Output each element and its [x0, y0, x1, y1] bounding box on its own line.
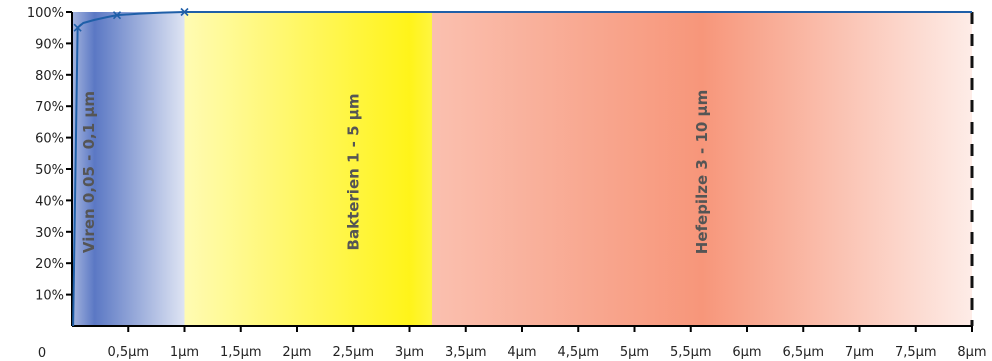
band-rect: [72, 12, 185, 326]
x-tick-label: 7,5µm: [895, 345, 937, 360]
data-point: [112, 11, 122, 20]
x-tick-label: 7µm: [845, 345, 874, 360]
y-tick-label: 90%: [35, 37, 64, 52]
x-tick-label: 0,5µm: [107, 345, 149, 360]
x-tick-label: 3,5µm: [445, 345, 487, 360]
x-tick-label: 5µm: [620, 345, 649, 360]
band-rect: [432, 12, 972, 326]
x-tick-label: 1,5µm: [220, 345, 262, 360]
y-tick-label: 20%: [35, 257, 64, 272]
y-tick-label: 30%: [35, 226, 64, 241]
x-tick-label: 4µm: [507, 345, 536, 360]
bands-layer: [72, 12, 972, 326]
axes: 10% 20% 30% 40% 50% 60% 70% 80% 90% 100% 0,5µm 1µm 1…: [27, 6, 987, 360]
x-tick-label: 1µm: [170, 345, 199, 360]
band-rect: [184, 12, 432, 326]
x-tick-label: 5,5µm: [670, 345, 712, 360]
band-label: Viren 0,05 - 0,1 µm: [80, 91, 98, 253]
y-tick-label: 50%: [35, 163, 64, 178]
y-tick-label: 60%: [35, 132, 64, 147]
x-tick-label: 6,5µm: [782, 345, 824, 360]
y-tick-label: 100%: [27, 6, 64, 21]
band-label: Bakterien 1 - 5 µm: [344, 94, 362, 251]
band-labels: Viren 0,05 - 0,1 µm Bakterien 1 - 5 µm Hef…: [80, 90, 711, 254]
data-point: [180, 7, 189, 17]
x-tick-label: 4,5µm: [557, 345, 599, 360]
series-layer: [72, 7, 972, 327]
data-point: [73, 23, 82, 32]
y-tick-label: 70%: [35, 100, 64, 115]
y-tick-label: 80%: [35, 69, 64, 84]
x-tick-label: 6µm: [732, 345, 761, 360]
x-tick-label: 3µm: [395, 345, 424, 360]
x-tick-label: 2µm: [282, 345, 311, 360]
y-tick-label: 10%: [35, 289, 64, 304]
x-tick-label: 8µm: [957, 345, 986, 360]
y-tick-label: 40%: [35, 194, 64, 209]
band-label: Hefepilze 3 - 10 µm: [693, 90, 711, 254]
x-tick-label: 2,5µm: [332, 345, 374, 360]
origin-label: 0: [38, 346, 46, 361]
